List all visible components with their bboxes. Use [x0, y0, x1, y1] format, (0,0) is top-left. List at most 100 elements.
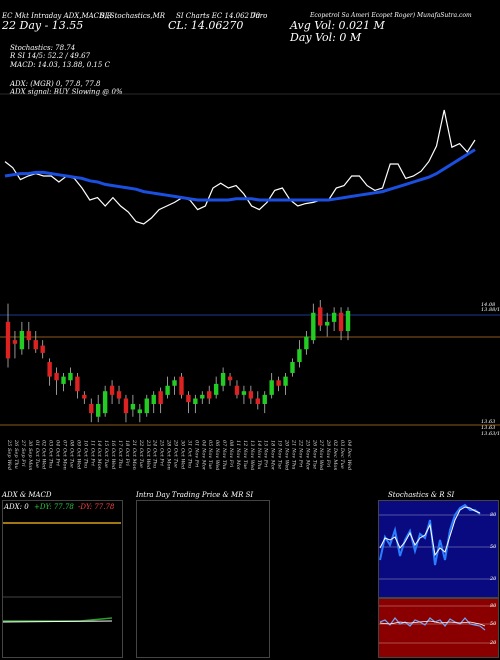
- x-tick-label: 21 Oct Mon: [131, 439, 137, 470]
- x-tick-label: 18 Nov Mon: [270, 440, 276, 470]
- candle-body: [234, 385, 240, 395]
- candle-body: [179, 376, 184, 395]
- candle-body: [68, 372, 73, 381]
- x-tick-label: 30 Oct Wed: [179, 440, 185, 469]
- adx-label: ADX: 0: [4, 503, 29, 511]
- x-tick-label: 07 Oct Mon: [62, 440, 68, 470]
- x-tick-label: 03 Dec Tue: [339, 440, 345, 469]
- x-tick-label: 15 Nov Fri: [263, 440, 269, 468]
- intraday-panel-title: Intra Day Trading Price & MR SI: [136, 491, 254, 499]
- x-tick-label: 11 Nov Mon: [235, 440, 241, 470]
- candle-body: [40, 345, 45, 353]
- candle-body: [186, 394, 191, 403]
- x-tick-label: 12 Nov Tue: [242, 440, 248, 469]
- x-tick-label: 01 Nov Fri: [193, 440, 199, 468]
- level-upper-1: 14.08: [481, 302, 496, 308]
- x-tick-label: 30 Sep Mon: [27, 440, 33, 470]
- candle-body: [345, 310, 351, 332]
- candle-body: [26, 331, 32, 341]
- stoch-tick-50: 50: [490, 544, 497, 550]
- rsi-panel: [378, 598, 499, 658]
- candle-body: [172, 380, 177, 386]
- x-tick-label: 26 Nov Tue: [311, 439, 317, 469]
- x-tick-label: 06 Nov Wed: [214, 440, 220, 470]
- rsi-tick-50: 50: [490, 621, 497, 627]
- candle-body: [248, 391, 254, 399]
- candle-body: [82, 394, 87, 399]
- header-adx: ADX: (MGR) 0, 77.8, 77.8: [10, 80, 101, 88]
- candle-body: [144, 398, 149, 414]
- x-tick-label: 22 Oct Tue: [138, 439, 144, 468]
- x-tick-label: 22 Nov Fri: [297, 439, 303, 468]
- x-tick-label: 27 Sep Fri: [20, 439, 26, 467]
- header-day-vol: Day Vol: 0 M: [290, 31, 362, 44]
- candle-body: [193, 398, 198, 404]
- candle-body: [324, 321, 330, 326]
- stoch-tick-20: 20: [490, 576, 497, 582]
- x-tick-label: 08 Nov Fri: [228, 440, 234, 468]
- candle-body: [200, 394, 205, 399]
- candle-body: [220, 372, 226, 386]
- candle-body: [207, 391, 212, 399]
- x-tick-label: 05 Nov Tue: [207, 440, 213, 469]
- level-lower-2: 13.63: [481, 425, 496, 431]
- header-rsi: R SI 14/5: 52.2 / 49.67: [10, 52, 91, 60]
- candle-body: [269, 380, 274, 395]
- x-tick-label: 27 Nov Wed: [318, 439, 324, 470]
- x-tick-label: 28 Oct Mon: [166, 439, 172, 470]
- header-close: CL: 14.06270: [168, 19, 244, 32]
- main-chart: 25 Sep Wed 26 Sep Thu 27 Sep Fri 30 Sep Mon…: [0, 93, 500, 470]
- x-tick-label: 25 Sep Wed: [6, 439, 12, 470]
- x-tick-label: 25 Oct Fri: [159, 439, 165, 466]
- header-title-2: SI,Stochastics,MR: [100, 12, 166, 20]
- candle-body: [255, 398, 260, 404]
- x-tick-label: 16 Oct Wed: [110, 440, 116, 469]
- x-tick-label: 23 Oct Wed: [145, 439, 151, 469]
- rsi-line: [379, 617, 486, 631]
- header-adx-signal: ADX signal: BUY Slowing @ 0%: [10, 88, 123, 96]
- candle-body: [109, 385, 115, 395]
- x-tick-label: 17 Oct Thu: [117, 440, 123, 468]
- stoch-k-line: [379, 503, 481, 566]
- x-tick-label: 04 Dec Wed: [346, 440, 352, 470]
- x-tick-label: 10 Oct Thu: [82, 440, 88, 468]
- x-tick-label: 08 Oct Tue: [68, 440, 74, 468]
- candle-body: [19, 331, 25, 350]
- x-tick-label: 04 Nov Mon: [200, 440, 206, 470]
- header-day-range: 22 Day - 13.55: [2, 19, 84, 32]
- candle-body: [96, 403, 101, 417]
- x-tick-label: 25 Nov Mon: [304, 439, 310, 470]
- candle-body: [241, 391, 247, 395]
- rsi-lines: [4, 109, 476, 225]
- header-avg-vol: Avg Vol: 0.021 M: [290, 19, 385, 32]
- x-tick-label: 29 Oct Tue: [173, 439, 179, 468]
- x-tick-label: 01 Oct Tue: [34, 440, 40, 468]
- candle-body: [151, 394, 156, 404]
- candle-body: [311, 312, 316, 341]
- header-title-4: Daro: [250, 12, 268, 20]
- candle-body: [102, 391, 108, 414]
- candle-body: [33, 340, 38, 350]
- candle-body: [89, 403, 94, 414]
- candle-body: [165, 385, 170, 395]
- candles: [5, 300, 351, 423]
- candle-body: [54, 372, 59, 381]
- x-tick-label: 02 Oct Wed: [41, 440, 47, 469]
- x-tick-label: 14 Oct Mon: [96, 440, 102, 470]
- adx-panel-title: ADX & MACD: [2, 491, 52, 499]
- x-tick-label: 13 Nov Wed: [249, 440, 255, 470]
- rsi-average-line: [4, 148, 476, 202]
- candle-body: [276, 380, 281, 386]
- x-tick-label: 29 Nov Fri: [325, 439, 331, 468]
- candle-body: [331, 312, 337, 322]
- header-title-1: EC Mkt Intraday ADX,MACD,R: [2, 12, 112, 20]
- header-stoch: Stochastics: 78.74: [10, 44, 76, 52]
- candle-body: [158, 391, 163, 404]
- header-title-5: Ecopetrol Sa Ameri Ecopet Roger) MunafaS…: [310, 12, 472, 19]
- stoch-tick-80: 80: [490, 512, 497, 518]
- header-title-3: SI Charts EC 14.062 70: [176, 12, 261, 20]
- header-macd: MACD: 14.03, 13.88, 0.15 C: [10, 61, 110, 69]
- candle-body: [47, 362, 52, 377]
